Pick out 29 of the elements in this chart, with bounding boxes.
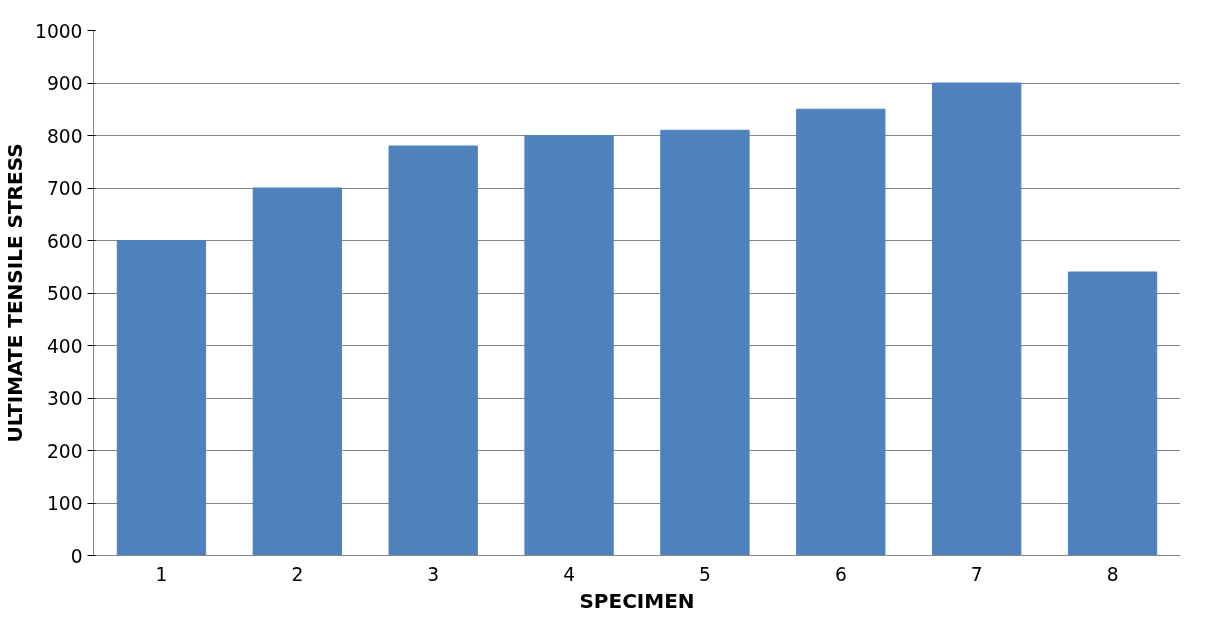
- y-tick-label: 1000: [35, 20, 83, 42]
- x-axis-title: SPECIMEN: [579, 588, 695, 613]
- bar: [388, 145, 478, 556]
- y-tick-label: 600: [46, 230, 83, 252]
- y-tick-label: 700: [46, 178, 83, 199]
- x-tick-label: 7: [970, 563, 983, 585]
- bar: [252, 187, 342, 556]
- y-tick-label: 0: [70, 545, 83, 567]
- bar: [1067, 271, 1158, 556]
- y-tick-label: 800: [46, 125, 83, 147]
- y-axis-title: ULTIMATE TENSILE STRESS: [3, 143, 28, 443]
- bar: [524, 135, 614, 556]
- x-tick-label: 3: [427, 563, 440, 585]
- y-tick-label: 500: [46, 283, 83, 304]
- x-tick-label: 8: [1106, 563, 1119, 585]
- x-tick-label: 2: [291, 563, 304, 585]
- y-tick-label: 200: [46, 440, 83, 462]
- bar: [660, 129, 750, 556]
- y-tick-label: 100: [46, 493, 83, 514]
- x-tick-label: 4: [563, 563, 575, 585]
- y-tick-label: 400: [46, 335, 83, 357]
- x-tick-label: 5: [699, 563, 711, 585]
- bar: [796, 108, 886, 556]
- y-tick-label: 900: [46, 73, 83, 94]
- y-tick-label: 300: [46, 388, 83, 409]
- bar: [116, 240, 207, 556]
- bar: [932, 82, 1022, 556]
- x-tick-label: 6: [834, 563, 847, 585]
- x-tick-label: 1: [155, 563, 168, 585]
